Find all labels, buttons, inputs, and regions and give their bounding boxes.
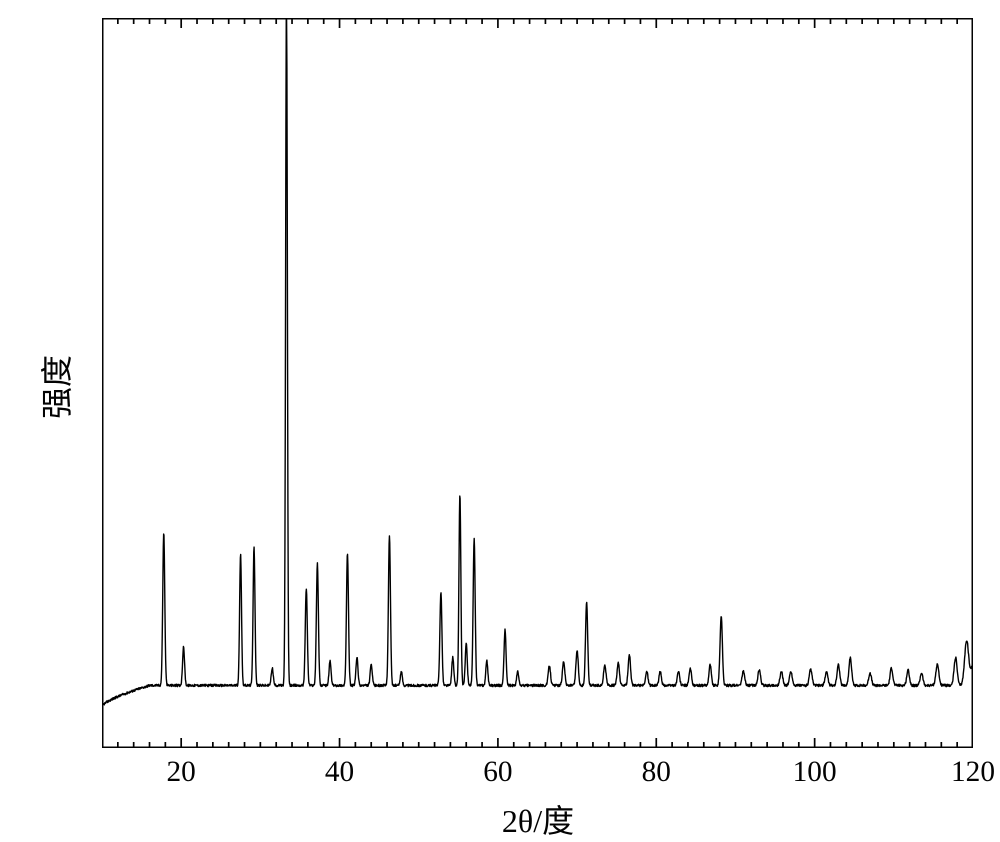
xrd-figure: 强度 2θ/度 20406080100120 — [0, 0, 1000, 838]
x-tick-label: 80 — [642, 756, 671, 789]
x-tick-label: 20 — [167, 756, 196, 789]
x-axis-label: 2θ/度 — [478, 796, 598, 842]
x-tick-label: 100 — [793, 756, 837, 789]
x-tick-label: 60 — [483, 756, 512, 789]
x-tick-label: 40 — [325, 756, 354, 789]
xrd-plot — [102, 18, 973, 748]
y-axis-label: 强度 — [32, 337, 78, 437]
x-tick-label: 120 — [951, 756, 995, 789]
